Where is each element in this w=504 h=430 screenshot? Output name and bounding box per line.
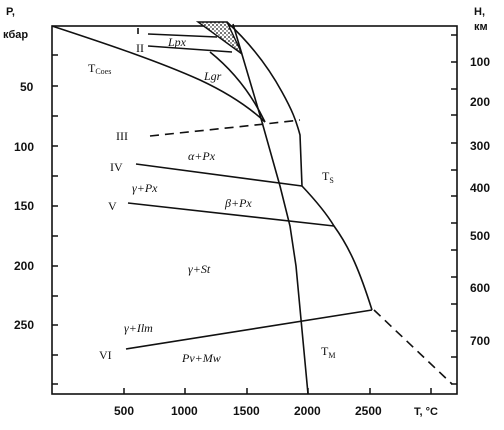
left-tick-label: 150 [14,199,34,213]
right-tick-label: 200 [470,95,490,109]
label-t-m: TM [321,344,335,360]
bottom-tick-label: 1500 [233,404,260,418]
lgr-boundary-line [209,51,266,123]
boundary-line-iv [135,163,303,187]
right-axis-ticks [451,34,457,385]
lpx-lower-line [147,45,233,53]
label-alpha-px: α+Px [188,149,216,163]
left-axis-title-p: P, [6,6,15,18]
boundary-line-v [127,202,335,227]
right-axis-title-unit: км [474,21,488,33]
steep-boundary-line [232,23,309,395]
label-v: V [108,199,117,213]
bottom-axis-title: T, °C [414,406,438,418]
right-tick-label: 300 [470,139,490,153]
label-t-s: TS [322,169,334,185]
left-tick-label: 100 [14,140,34,154]
right-tick-label: 600 [470,281,490,295]
label-beta-px: β+Px [224,196,252,210]
coesite-boundary-line [51,25,266,123]
solidus-curve [226,21,373,311]
left-tick-label: 250 [14,318,34,332]
label-iii: III [116,129,128,143]
label-iv: IV [110,160,123,174]
label-pv-mw: Pv+Mw [181,351,221,365]
label-gamma-px: γ+Px [132,181,158,195]
left-axis-ticks [52,54,58,385]
label-lgr: Lgr [203,69,222,83]
lpx-boundary-line [147,33,218,38]
bottom-tick-label: 500 [114,404,134,418]
stippled-triangle [195,21,243,55]
bottom-tick-label: 1000 [171,404,198,418]
right-axis-title-h: H, [474,6,485,18]
dashed-boundary-iii [149,119,301,137]
plot-frame [51,25,458,395]
bottom-axis-ticks [123,388,432,394]
label-ii: II [136,41,144,55]
right-tick-label: 100 [470,55,490,69]
label-gamma-ilm: γ+Ilm [124,321,153,335]
bottom-tick-label: 2000 [294,404,321,418]
label-t-coes: TCoes [88,61,111,76]
left-tick-label: 200 [14,259,34,273]
dashed-extension-line [373,309,453,385]
label-gamma-st: γ+St [188,262,211,276]
bottom-tick-label: 2500 [355,404,382,418]
right-tick-label: 700 [470,334,490,348]
boundary-line-vi [125,309,373,350]
right-tick-label: 500 [470,229,490,243]
left-tick-label: 50 [20,80,34,94]
label-vi: VI [99,348,112,362]
label-lpx: Lpx [167,35,187,49]
left-axis-title-unit: кбар [3,29,28,41]
right-tick-label: 400 [470,181,490,195]
